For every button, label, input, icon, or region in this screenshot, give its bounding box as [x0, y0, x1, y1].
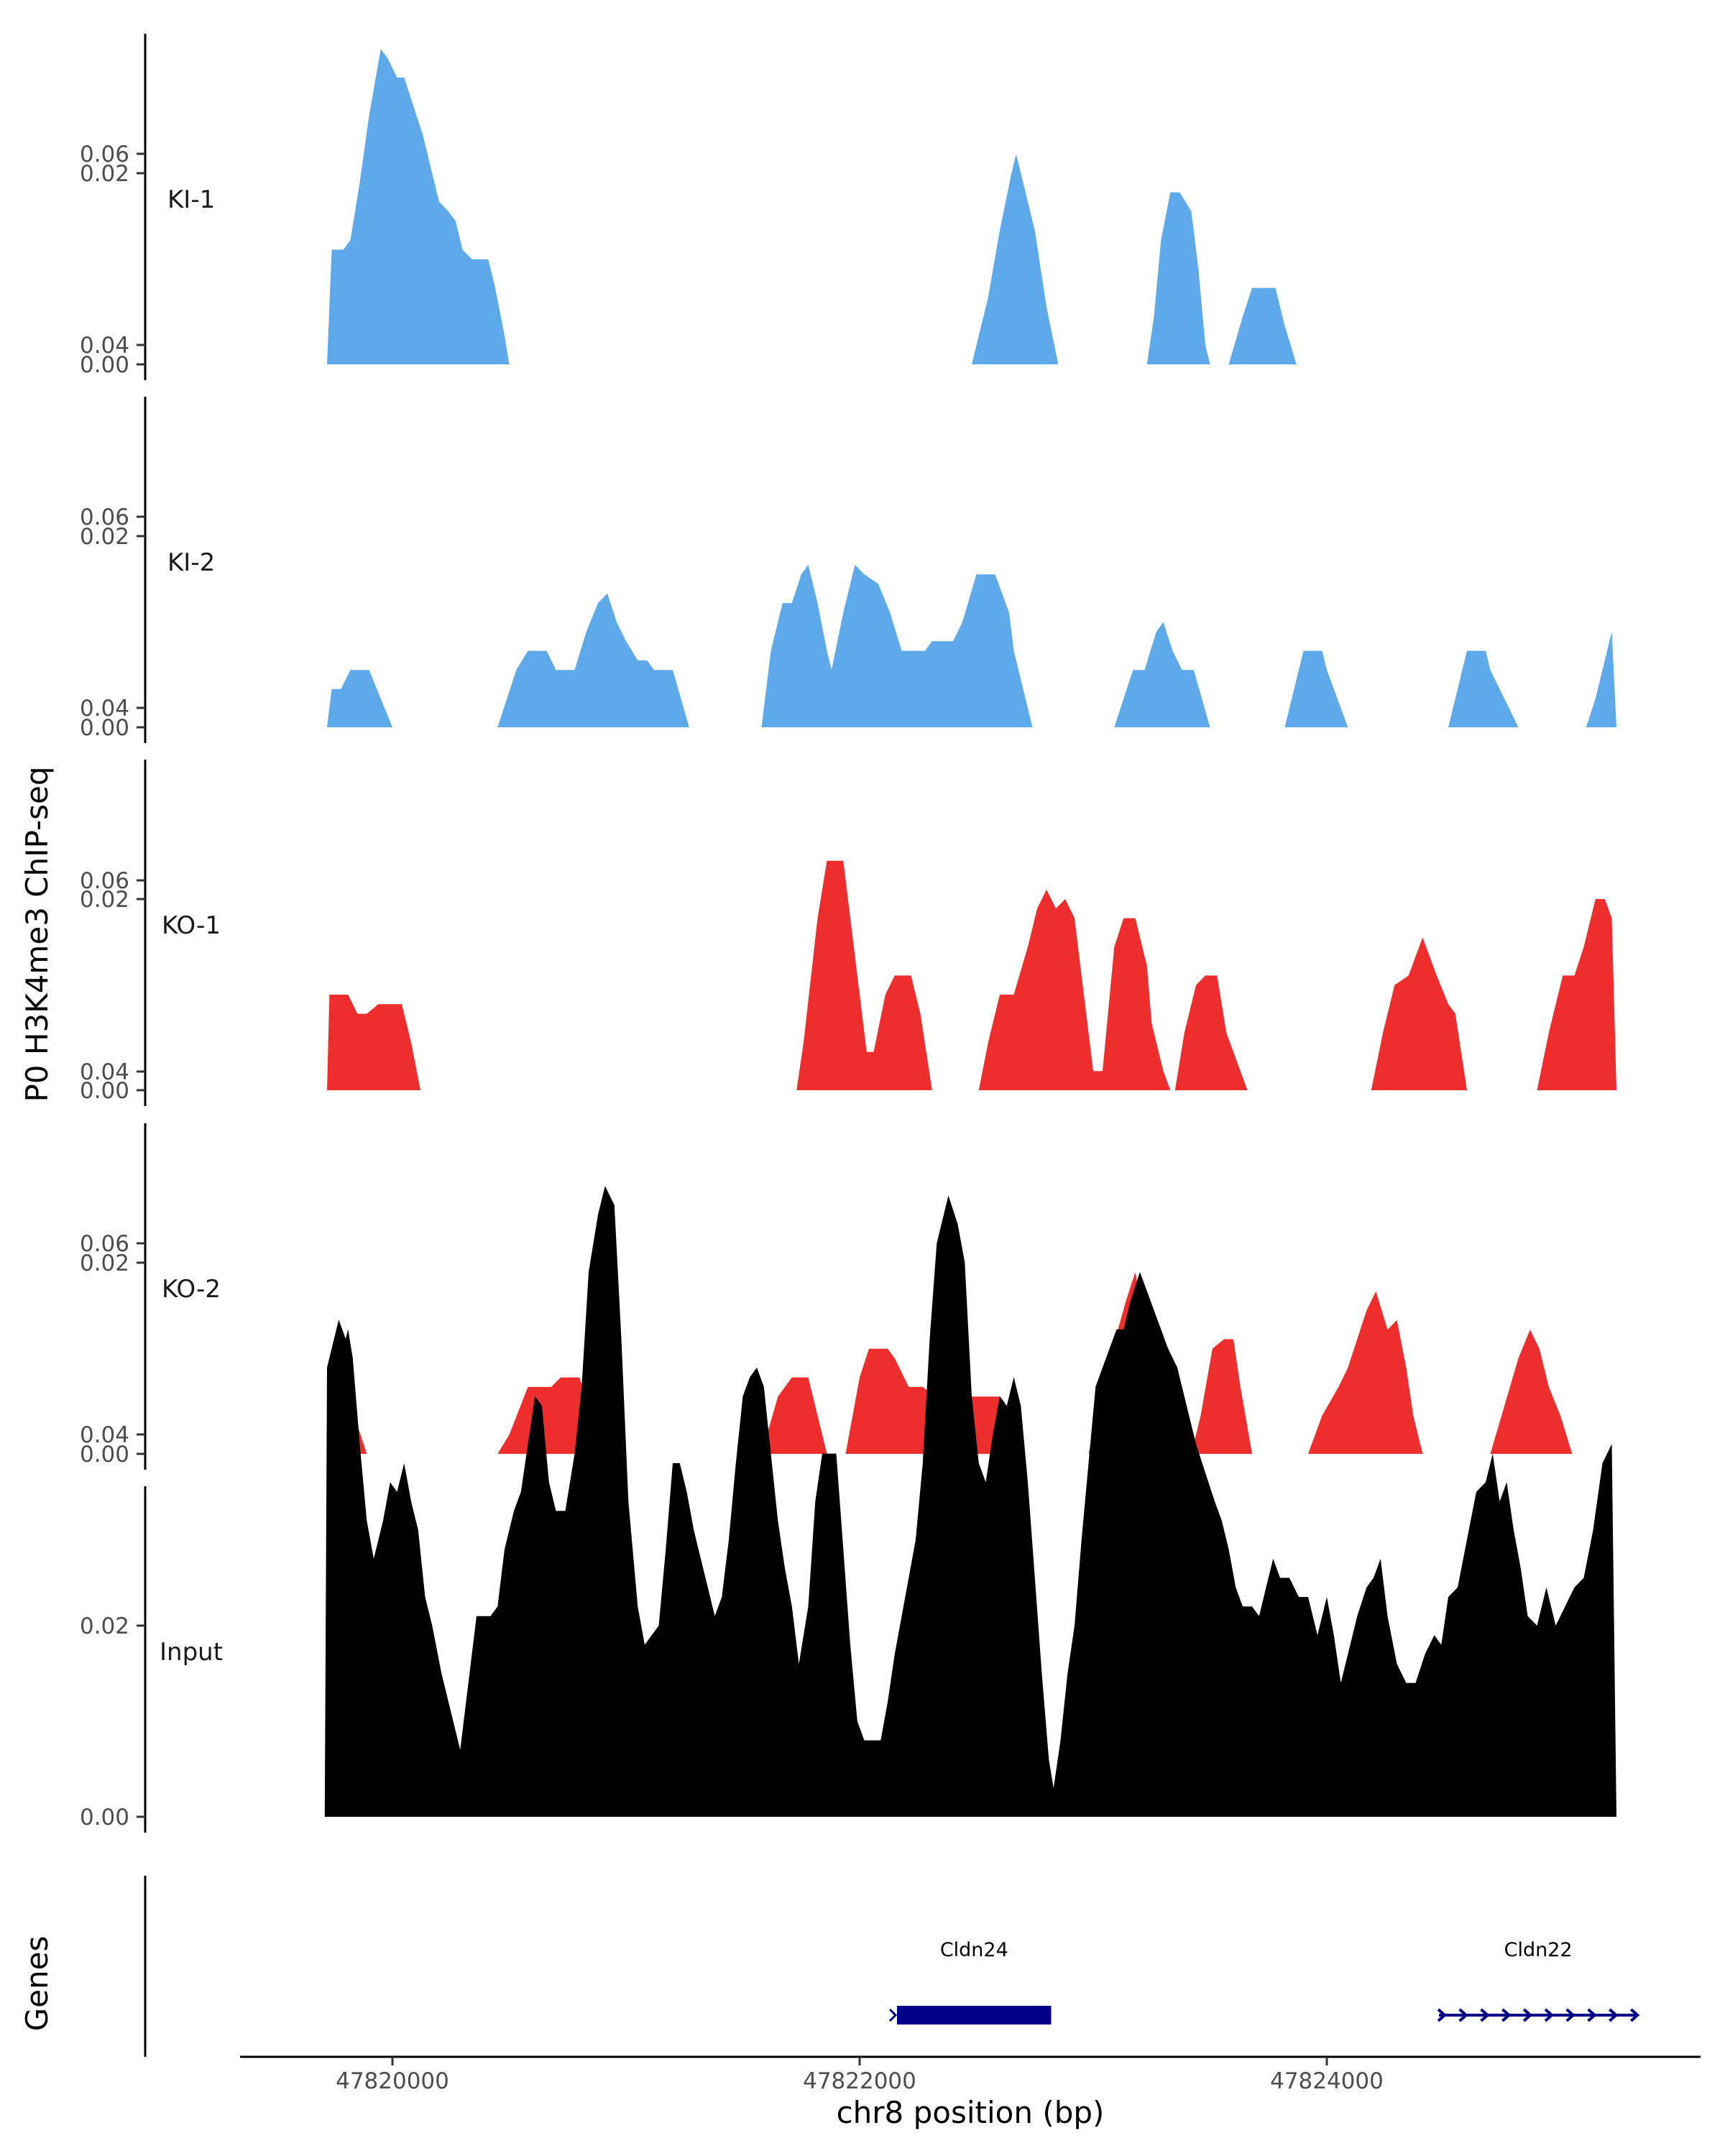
track-ki-2: 0.00 0.02 0.04 0.06 KI-2: [80, 142, 1616, 743]
strand-arrow: [1522, 2008, 1533, 2022]
track-label: KO-2: [162, 1275, 221, 1304]
y-tick-label: 0.02: [80, 887, 129, 913]
gene-label: Cldn24: [940, 1939, 1008, 1961]
y-tick-label: 0.04: [80, 696, 129, 722]
signal-area: [327, 670, 392, 727]
track-input: 0.00 0.02 0.04 0.06 Input: [80, 1186, 1616, 1833]
gene-cldn22: Cldn22: [1437, 1939, 1640, 2022]
strand-arrow: [1480, 2008, 1490, 2022]
x-axis-title: chr8 position (bp): [837, 2095, 1105, 2130]
y-tick-label: 0.06: [80, 1231, 129, 1257]
track-label: Input: [160, 1638, 223, 1667]
strand-arrow: [1437, 2008, 1448, 2022]
y-tick-label: 0.04: [80, 333, 129, 359]
y-tick-label: 0.04: [80, 1059, 129, 1085]
signal-area: [1371, 937, 1467, 1090]
y-tick-label: 0.00: [80, 1442, 129, 1468]
signal-area: [1586, 632, 1616, 727]
y-tick-label: 0.02: [80, 1613, 129, 1639]
signal-area: [761, 1377, 827, 1454]
strand-arrow: [1609, 2008, 1619, 2022]
signal-area: [1490, 1330, 1573, 1454]
y-tick-label: 0.00: [80, 1805, 129, 1830]
y-tick-label: 0.04: [80, 1422, 129, 1448]
x-axis: 47820000 47822000 47824000: [240, 2055, 1701, 2094]
y-tick-label: 0.06: [80, 142, 129, 167]
y-tick-label: 0.00: [80, 352, 129, 378]
signal-area: [761, 564, 1033, 727]
signal-area: [327, 995, 420, 1090]
tracks-layer: 0.00 0.02 0.04 0.06 KI-1 0.00 0.02 0.04 0.06 KI-2…: [80, 34, 1616, 1833]
signal-area: [1448, 650, 1519, 727]
strand-arrow: [1544, 2008, 1555, 2022]
strand-arrow: [1629, 2008, 1640, 2022]
gene-exon: [897, 2006, 1052, 2024]
signal-area: [327, 49, 510, 364]
genes-axis-title: Genes: [19, 1936, 55, 2032]
signal-area: [1228, 287, 1297, 364]
signal-area: [796, 860, 932, 1090]
signal-area: [1308, 1291, 1423, 1454]
track-label: KI-2: [167, 548, 215, 577]
signal-area: [1146, 192, 1210, 364]
strand-arrow: [1501, 2008, 1512, 2022]
signal-area: [978, 889, 1171, 1090]
genes-layer: Cldn24 Cldn22 47820000 47822000 47824000: [144, 1876, 1701, 2094]
signal-area: [497, 593, 689, 727]
signal-area: [324, 1186, 1616, 1817]
y-axis-title: P0 H3K4me3 ChIP-seq: [19, 766, 55, 1102]
x-tick-label: 47822000: [803, 2068, 916, 2094]
strand-arrow: [888, 2008, 898, 2022]
track-ko-1: 0.00 0.02 0.04 0.06 KO-1: [80, 505, 1616, 1106]
strand-arrow: [1458, 2008, 1468, 2022]
strand-arrow: [1587, 2008, 1597, 2022]
signal-area: [972, 154, 1059, 364]
signal-area: [1191, 1339, 1252, 1454]
x-tick-label: 47824000: [1270, 2068, 1384, 2094]
signal-area: [1114, 622, 1210, 727]
strand-arrow: [1565, 2008, 1576, 2022]
signal-area: [1537, 899, 1616, 1090]
y-tick-label: 0.06: [80, 868, 129, 894]
gene-label: Cldn22: [1504, 1939, 1573, 1961]
track-label: KO-1: [162, 911, 221, 940]
y-tick-label: 0.06: [80, 505, 129, 530]
y-tick-label: 0.00: [80, 715, 129, 741]
track-label: KI-1: [167, 185, 215, 214]
gene-cldn24: Cldn24: [888, 1939, 1052, 2024]
signal-area: [1174, 975, 1248, 1090]
y-tick-label: 0.02: [80, 1250, 129, 1276]
y-tick-label: 0.02: [80, 524, 129, 550]
y-tick-label: 0.00: [80, 1078, 129, 1104]
x-tick-label: 47820000: [336, 2068, 449, 2094]
y-tick-label: 0.02: [80, 161, 129, 187]
track-ki-1: 0.00 0.02 0.04 0.06 KI-1: [80, 34, 1297, 380]
signal-area: [1284, 650, 1348, 727]
